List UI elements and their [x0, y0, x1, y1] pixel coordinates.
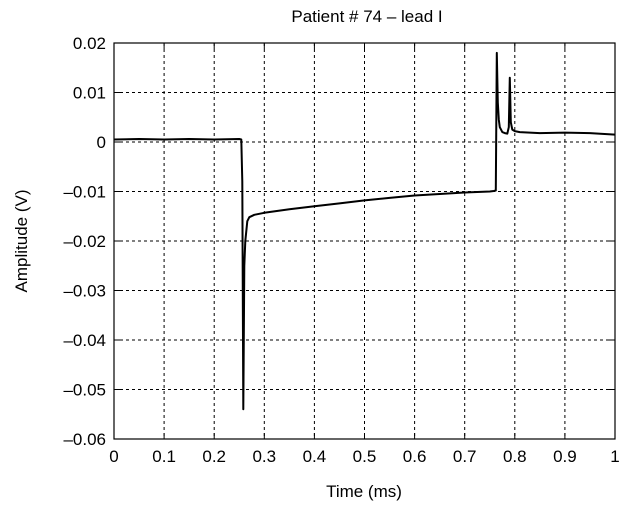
x-tick-label: 0.7	[453, 447, 477, 466]
y-tick-label: 0.01	[73, 84, 106, 103]
y-axis-label: Amplitude (V)	[12, 190, 31, 293]
x-tick-label: 0.5	[353, 447, 377, 466]
x-tick-label: 0.1	[152, 447, 176, 466]
y-tick-labels: 0.02 0.01 0 –0.01 –0.02 –0.03 –0.04 –0.05 –0.06	[63, 34, 106, 449]
x-tick-label: 0.8	[503, 447, 527, 466]
x-tick-label: 0.2	[202, 447, 226, 466]
x-tick-label: 0	[109, 447, 118, 466]
x-tick-label: 0.3	[252, 447, 276, 466]
y-tick-label: –0.01	[63, 183, 106, 202]
x-tick-label: 1	[610, 447, 619, 466]
y-tick-label: 0.02	[73, 34, 106, 53]
y-tick-label: –0.03	[63, 282, 106, 301]
series-line-1	[113, 51, 616, 411]
y-tick-label: 0	[97, 133, 106, 152]
x-axis-label: Time (ms)	[326, 482, 402, 501]
axis-ticks	[113, 42, 616, 440]
series-group	[113, 51, 616, 411]
y-tick-label: –0.04	[63, 331, 106, 350]
y-tick-label: –0.06	[63, 430, 106, 449]
grid-lines	[114, 43, 615, 439]
y-tick-label: –0.02	[63, 232, 106, 251]
chart-title: Patient # 74 – lead I	[291, 7, 442, 26]
x-tick-label: 0.9	[553, 447, 577, 466]
plot-frame	[113, 42, 616, 440]
y-tick-label: –0.05	[63, 381, 106, 400]
x-tick-label: 0.6	[403, 447, 427, 466]
x-tick-labels: 0 0.1 0.2 0.3 0.4 0.5 0.6 0.7 0.8 0.9 1	[109, 447, 619, 466]
x-tick-label: 0.4	[303, 447, 327, 466]
